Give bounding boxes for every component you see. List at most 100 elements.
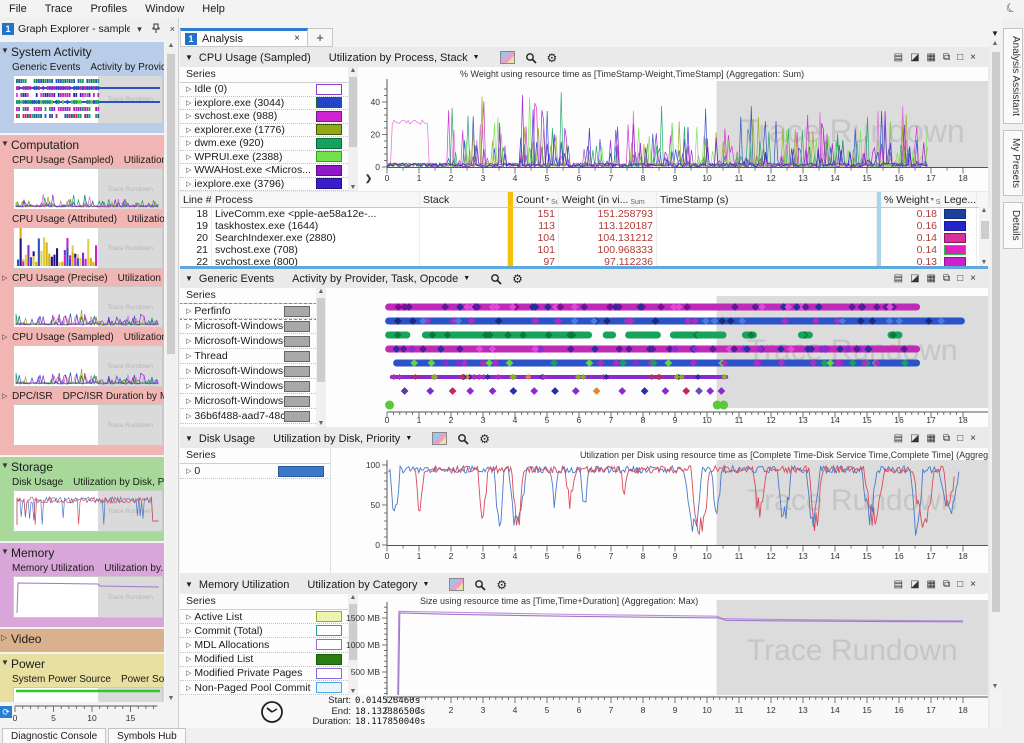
close-icon[interactable]: × xyxy=(970,52,976,63)
settings-gear-icon[interactable]: ⚙ xyxy=(496,579,507,591)
col-process[interactable]: Process xyxy=(212,192,420,207)
zoom-icon[interactable] xyxy=(525,52,537,64)
series-row[interactable]: ▷WPRUI.exe (2388) xyxy=(180,151,348,165)
sidebar-group-name[interactable]: ▼Power xyxy=(0,657,164,671)
chevron-expanded-icon[interactable]: ▼ xyxy=(1,658,9,667)
chevron-collapsed-icon[interactable]: ▷ xyxy=(186,382,191,390)
zoom-icon[interactable] xyxy=(457,433,469,445)
col-stack[interactable]: Stack xyxy=(420,192,508,207)
popout-icon[interactable]: ⧉ xyxy=(943,579,950,590)
settings-gear-icon[interactable]: ⚙ xyxy=(547,52,558,64)
series-row[interactable]: ▷svchost.exe (988) xyxy=(180,110,348,124)
graph-thumbnail[interactable]: Trace Rundown xyxy=(13,227,163,269)
bottom-tab-diagnostic-console[interactable]: Diagnostic Console xyxy=(2,728,106,743)
preset-dropdown[interactable]: Activity by Provider, Task, Opcode▼ xyxy=(292,273,470,285)
maximize-icon[interactable]: □ xyxy=(957,52,963,63)
sidebar-group-name[interactable]: ▼System Activity xyxy=(0,45,164,59)
chevron-collapsed-icon[interactable]: ▷ xyxy=(186,180,191,188)
export-image-icon[interactable]: ◪ xyxy=(910,433,919,444)
graph-thumbnail[interactable]: Trace Rundown xyxy=(13,75,163,124)
chevron-expanded-icon[interactable]: ▼ xyxy=(1,139,9,148)
sidebar-graph-memory-utilization[interactable]: Memory UtilizationUtilization by... xyxy=(0,563,164,574)
right-tab-analysis-assistant[interactable]: Analysis Assistant xyxy=(1003,28,1023,124)
collapse-icon[interactable]: ▼ xyxy=(185,580,193,589)
series-row[interactable]: ▷Microsoft-Windows-D... xyxy=(180,334,316,349)
series-row[interactable]: ▷Non-Paged Pool Commit xyxy=(180,681,348,695)
series-row[interactable]: ▷Modified Private Pages xyxy=(180,667,348,681)
chevron-collapsed-icon[interactable]: ▷ xyxy=(186,352,191,360)
maximize-icon[interactable]: □ xyxy=(957,433,963,444)
preset-dropdown[interactable]: Utilization by Category▼ xyxy=(307,579,429,591)
open-table-icon[interactable]: ▦ xyxy=(927,433,936,444)
graph-image-icon[interactable] xyxy=(432,432,447,445)
chevron-collapsed-icon[interactable]: ▷ xyxy=(186,641,191,649)
collapse-icon[interactable]: ▼ xyxy=(185,274,193,283)
series-scrollbar[interactable]: ▲▼ xyxy=(316,288,326,427)
bottom-tab-symbols-hub[interactable]: Symbols Hub xyxy=(108,728,185,743)
graph-thumbnail[interactable]: Trace Rundown xyxy=(13,490,163,532)
chevron-collapsed-icon[interactable]: ▷ xyxy=(1,633,7,642)
close-icon[interactable]: × xyxy=(167,24,178,34)
new-tab-button[interactable]: + xyxy=(308,28,333,47)
table-row[interactable]: 22svchost.exe (800)9797.1122360.13 xyxy=(180,256,988,266)
preset-dropdown[interactable]: Utilization by Process, Stack▼ xyxy=(329,52,480,64)
chevron-collapsed-icon[interactable]: ▷ xyxy=(186,655,191,663)
memory-size-chart[interactable]: Trace Rundown1500 MB1000 MB500 MB xyxy=(360,594,988,695)
export-image-icon[interactable]: ◪ xyxy=(910,579,919,590)
series-row[interactable]: ▷36b6f488-aad7-48c2-a... xyxy=(180,409,316,424)
chevron-collapsed-icon[interactable]: ▷ xyxy=(186,669,191,677)
sidebar-graph-disk-usage[interactable]: Disk UsageUtilization by Disk, Pri... xyxy=(0,477,164,488)
series-row[interactable]: ▷explorer.exe (1776) xyxy=(180,124,348,138)
main-scrollbar[interactable]: ▲▼ xyxy=(990,40,1001,690)
chevron-collapsed-icon[interactable]: ▷ xyxy=(186,337,191,345)
sidebar-group-name[interactable]: ▷Video xyxy=(0,632,164,646)
disk-utilization-chart[interactable]: Trace Rundown100500012345678910111213141… xyxy=(360,448,988,573)
graph-thumbnail[interactable]: Trace Rundown xyxy=(13,687,163,702)
popout-icon[interactable]: ⧉ xyxy=(943,433,950,444)
chevron-collapsed-icon[interactable]: ▷ xyxy=(186,367,191,375)
sidebar-group-name[interactable]: ▼Storage xyxy=(0,460,164,474)
open-table-icon[interactable]: ▦ xyxy=(927,579,936,590)
graph-thumbnail[interactable]: Trace Rundown xyxy=(13,286,163,328)
sidebar-group-name[interactable]: ▼Computation xyxy=(0,138,164,152)
scroll-up-icon[interactable]: ▲ xyxy=(166,42,176,49)
graph-thumbnail[interactable]: Trace Rundown xyxy=(13,168,163,210)
series-row[interactable]: ▷Microsoft-Windows-RPC xyxy=(180,394,316,409)
chevron-collapsed-icon[interactable]: ▷ xyxy=(2,392,7,400)
table-row[interactable]: 21svchost.exe (708)101100.9683330.14 xyxy=(180,244,988,256)
menu-item-trace[interactable]: Trace xyxy=(36,2,82,16)
close-icon[interactable]: × xyxy=(970,433,976,444)
save-view-icon[interactable]: ▤ xyxy=(894,433,903,444)
series-row[interactable]: ▷MDL Allocations xyxy=(180,638,348,652)
open-table-icon[interactable]: ▦ xyxy=(927,273,936,284)
menu-item-window[interactable]: Window xyxy=(136,2,193,16)
popout-icon[interactable]: ⧉ xyxy=(943,273,950,284)
zoom-icon[interactable] xyxy=(474,579,486,591)
table-row[interactable]: 20SearchIndexer.exe (2880)104104.1312120… xyxy=(180,232,988,244)
graph-image-icon[interactable] xyxy=(500,51,515,64)
series-scrollbar[interactable]: ▲▼ xyxy=(348,67,358,191)
menu-item-help[interactable]: Help xyxy=(193,2,234,16)
chevron-collapsed-icon[interactable]: ▷ xyxy=(186,412,191,420)
chevron-down-icon[interactable]: ▾ xyxy=(134,24,145,35)
series-row[interactable]: ▷Idle (0) xyxy=(180,83,348,97)
menu-item-file[interactable]: File xyxy=(0,2,36,16)
sidebar-graph-generic-events[interactable]: Generic EventsActivity by Provide... xyxy=(0,62,164,73)
chevron-collapsed-icon[interactable]: ▷ xyxy=(186,684,191,692)
chevron-collapsed-icon[interactable]: ▷ xyxy=(186,85,191,93)
preset-dropdown[interactable]: Utilization by Disk, Priority▼ xyxy=(273,433,412,445)
graph-thumbnail[interactable]: Trace Rundown xyxy=(13,345,163,387)
sidebar-group-name[interactable]: ▼Memory xyxy=(0,546,164,560)
graph-image-icon[interactable] xyxy=(449,578,464,591)
chevron-collapsed-icon[interactable]: ▷ xyxy=(186,126,191,134)
chevron-collapsed-icon[interactable]: ▷ xyxy=(186,467,191,475)
sidebar-graph-dpc-isr[interactable]: ▷DPC/ISRDPC/ISR Duration by Modu... xyxy=(0,391,164,402)
series-row[interactable]: ▷0 xyxy=(180,464,330,479)
collapse-icon[interactable]: ▼ xyxy=(185,53,193,62)
series-row[interactable]: ▷Perfinfo xyxy=(180,304,316,319)
series-row[interactable]: ▷Modified List xyxy=(180,653,348,667)
chevron-expanded-icon[interactable]: ▼ xyxy=(1,547,9,556)
col-count[interactable]: Count▾Sum xyxy=(513,192,559,207)
export-image-icon[interactable]: ◪ xyxy=(910,273,919,284)
right-tab-details[interactable]: Details xyxy=(1003,202,1023,249)
